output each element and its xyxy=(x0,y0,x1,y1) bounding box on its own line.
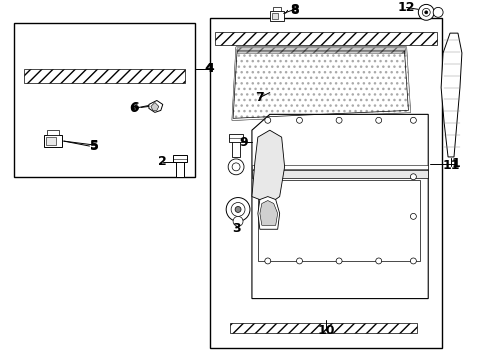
Bar xyxy=(210,18,441,348)
Bar xyxy=(271,13,277,19)
Circle shape xyxy=(375,258,381,264)
Circle shape xyxy=(409,174,415,180)
Circle shape xyxy=(235,207,241,212)
Bar xyxy=(269,12,283,21)
Circle shape xyxy=(409,258,415,264)
Bar xyxy=(251,165,427,169)
Text: 12: 12 xyxy=(397,1,414,14)
Bar xyxy=(47,130,59,135)
Text: 7: 7 xyxy=(255,91,264,104)
Polygon shape xyxy=(232,47,409,120)
Bar xyxy=(24,69,184,83)
Bar xyxy=(215,32,436,45)
Text: 5: 5 xyxy=(90,140,99,153)
Text: 4: 4 xyxy=(203,62,212,75)
Circle shape xyxy=(231,203,244,216)
Circle shape xyxy=(228,159,244,175)
Circle shape xyxy=(422,8,429,16)
Bar xyxy=(46,137,56,145)
Circle shape xyxy=(417,4,433,20)
Circle shape xyxy=(296,117,302,123)
Polygon shape xyxy=(151,103,159,111)
Circle shape xyxy=(264,117,270,123)
Circle shape xyxy=(424,11,427,14)
Text: 3: 3 xyxy=(231,222,240,235)
Text: 8: 8 xyxy=(289,3,298,16)
Circle shape xyxy=(264,258,270,264)
Bar xyxy=(232,139,240,157)
Polygon shape xyxy=(440,33,461,157)
Circle shape xyxy=(232,163,240,171)
Text: 2: 2 xyxy=(158,156,167,168)
Text: 9: 9 xyxy=(239,136,248,149)
Bar xyxy=(172,155,186,162)
Text: 1: 1 xyxy=(451,157,459,170)
Circle shape xyxy=(335,258,342,264)
Bar xyxy=(257,180,420,261)
Polygon shape xyxy=(149,100,163,112)
Bar xyxy=(229,134,243,142)
Circle shape xyxy=(432,8,442,17)
Circle shape xyxy=(233,216,243,226)
Polygon shape xyxy=(232,47,409,120)
Polygon shape xyxy=(259,201,277,225)
Text: 8: 8 xyxy=(289,4,298,17)
Bar xyxy=(175,159,183,177)
Bar xyxy=(234,210,242,221)
Polygon shape xyxy=(251,114,427,298)
Circle shape xyxy=(335,117,342,123)
Polygon shape xyxy=(257,197,279,229)
Text: 10: 10 xyxy=(317,324,334,337)
Bar xyxy=(272,8,280,12)
Polygon shape xyxy=(251,130,284,203)
Text: 5: 5 xyxy=(90,139,99,152)
Bar xyxy=(237,47,405,53)
Text: 6: 6 xyxy=(129,102,138,115)
Text: 11: 11 xyxy=(441,159,459,172)
Text: 6: 6 xyxy=(130,101,139,114)
Circle shape xyxy=(409,117,415,123)
Text: 4: 4 xyxy=(204,62,213,75)
Circle shape xyxy=(409,213,415,219)
Bar xyxy=(44,135,61,147)
Circle shape xyxy=(375,117,381,123)
Bar xyxy=(251,170,427,178)
Circle shape xyxy=(296,258,302,264)
Bar xyxy=(230,323,416,333)
Circle shape xyxy=(226,198,249,221)
Bar xyxy=(14,23,195,177)
